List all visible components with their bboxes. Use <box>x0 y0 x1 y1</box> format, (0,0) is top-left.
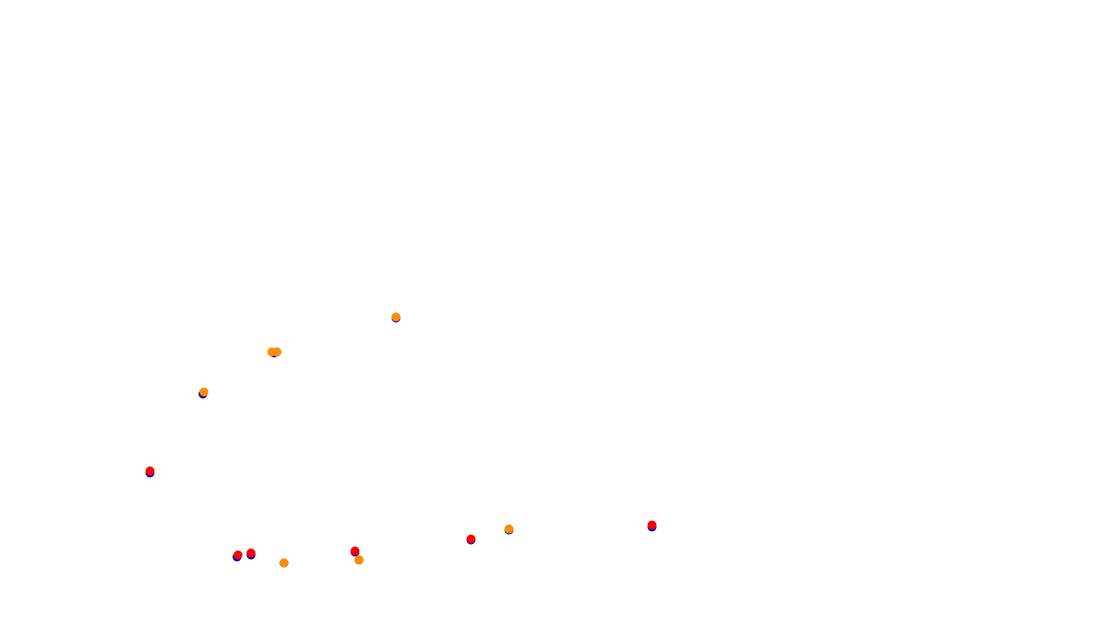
series-1 <box>199 312 514 568</box>
data-point-2-0 <box>145 466 155 476</box>
data-point-2-4 <box>466 534 476 544</box>
data-point-1-5 <box>354 555 364 565</box>
series-layer <box>145 312 657 568</box>
data-point-1-3 <box>391 312 401 322</box>
data-point-2-3 <box>350 546 360 556</box>
data-point-1-2 <box>272 347 282 357</box>
data-point-2-1 <box>233 550 243 560</box>
series-0 <box>145 313 657 568</box>
data-point-2-5 <box>647 520 657 530</box>
data-point-1-4 <box>279 558 289 568</box>
data-point-2-2 <box>246 548 256 558</box>
data-point-1-6 <box>504 524 514 534</box>
data-point-1-0 <box>199 387 209 397</box>
series-2 <box>145 466 657 560</box>
